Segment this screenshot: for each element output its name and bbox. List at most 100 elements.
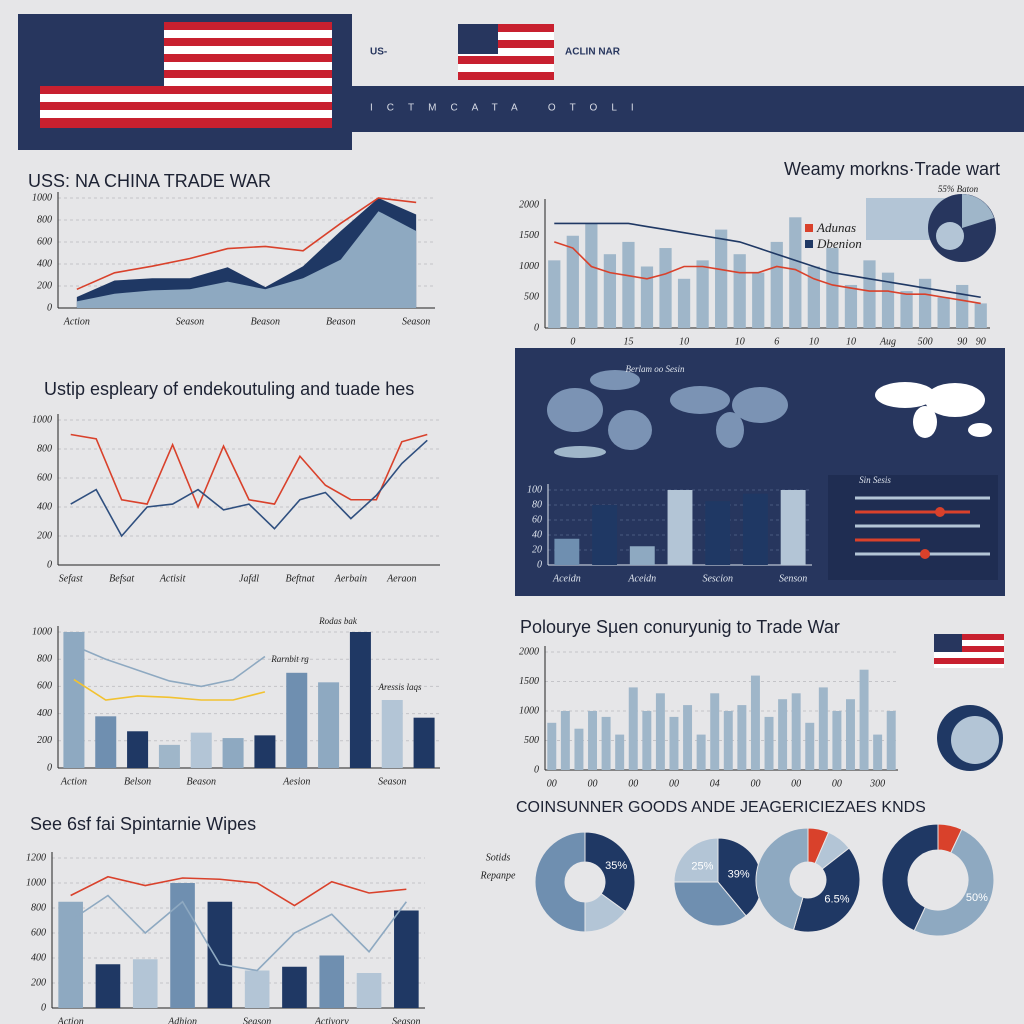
bar [640, 266, 654, 328]
y-tick-label: 400 [31, 952, 46, 963]
x-tick-label: Actisit [159, 573, 186, 584]
x-tick-label: Aug [879, 336, 896, 347]
pie-slice [881, 823, 939, 932]
bar [859, 669, 869, 770]
x-tick-label: Season [402, 316, 430, 327]
annotation: Sotids [486, 852, 511, 863]
bar [742, 493, 768, 565]
line [73, 678, 266, 701]
bar [863, 260, 876, 328]
x-tick-label: Aceidn [552, 573, 581, 584]
x-tick-label: 00 [750, 778, 760, 789]
area [76, 211, 417, 308]
x-tick-label: 10 [735, 336, 745, 347]
legend-swatch [805, 240, 813, 248]
bar [554, 538, 580, 565]
line [554, 222, 981, 299]
x-tick-label: Action [60, 776, 87, 787]
bar [603, 254, 617, 328]
bar [566, 235, 579, 328]
y-tick-label: 1000 [32, 626, 52, 637]
y-tick-label: 2000 [519, 199, 539, 210]
y-tick-label: 600 [37, 681, 52, 692]
y-tick-label: 0 [537, 559, 542, 570]
bar [349, 632, 371, 768]
x-tick-label: Beftnat [285, 573, 314, 584]
bar [791, 693, 801, 770]
bar [900, 291, 913, 328]
annotation: 55% Baton [938, 184, 979, 194]
annotation: Rodas bak [318, 616, 358, 626]
x-tick-label: Season [176, 316, 204, 327]
pie-slice [913, 828, 995, 937]
world-map-light [875, 382, 992, 438]
bar [826, 248, 839, 328]
bar [548, 260, 561, 328]
bar [667, 490, 693, 565]
y-tick-label: 1500 [519, 230, 539, 241]
legend-label: Dbenion [816, 236, 862, 251]
bar [642, 711, 652, 770]
bar [669, 716, 679, 770]
bar [615, 734, 625, 770]
x-tick-label: Season [243, 1016, 271, 1024]
slider-rows [828, 475, 998, 580]
annotation: Sin Sesis [859, 475, 891, 485]
y-tick-label: 60 [532, 514, 542, 525]
y-tick-label: 800 [37, 443, 52, 454]
bar [750, 675, 760, 770]
y-tick-label: 0 [47, 302, 52, 313]
line [70, 875, 407, 907]
y-tick-label: 1000 [519, 705, 539, 716]
y-tick-label: 800 [37, 214, 52, 225]
bar [190, 732, 212, 768]
x-tick-label: Befsat [109, 573, 134, 584]
x-tick-label: 15 [623, 336, 633, 347]
bar [752, 272, 765, 328]
x-tick-label: 90 [976, 336, 986, 347]
x-tick-label: Action [57, 1016, 84, 1024]
y-tick-label: 500 [524, 292, 539, 303]
annotation: Aressis laqs [378, 682, 422, 692]
bar [770, 241, 783, 328]
header-title: ACLIN NAR [565, 47, 621, 58]
x-tick-label: Sefast [59, 573, 83, 584]
y-tick-label: 600 [37, 472, 52, 483]
y-tick-label: 0 [41, 1002, 46, 1013]
y-tick-label: 1000 [32, 192, 52, 203]
y-tick-label: 80 [532, 499, 542, 510]
x-tick-label: 04 [710, 778, 720, 789]
chart-title: USS: NA CHINA TRADE WAR [28, 171, 271, 191]
bar [95, 964, 121, 1008]
y-tick-label: 100 [527, 484, 542, 495]
bar [737, 705, 747, 770]
y-tick-label: 1000 [519, 261, 539, 272]
header-subtitle: ICTMCATA OTOLI [370, 103, 648, 114]
y-tick-label: 0 [47, 762, 52, 773]
y-tick-label: 400 [37, 258, 52, 269]
header-title: US- [370, 47, 387, 58]
bar [381, 700, 403, 768]
y-tick-label: 800 [37, 653, 52, 664]
bar [974, 303, 987, 328]
y-tick-label: 200 [37, 280, 52, 291]
bar [592, 505, 618, 565]
y-tick-label: 500 [524, 735, 539, 746]
pie-slice [673, 837, 719, 883]
x-tick-label: Belson [124, 776, 151, 787]
pie-slice [792, 847, 861, 933]
bar [319, 955, 345, 1008]
decorative-pie [866, 194, 996, 262]
bar [956, 284, 969, 328]
small-flag [458, 24, 554, 80]
annotation: Berlam oo Sesin [626, 364, 685, 374]
x-tick-label: 00 [669, 778, 679, 789]
y-tick-label: 1200 [26, 852, 46, 863]
bar [807, 266, 820, 328]
bar [588, 711, 597, 770]
bar [622, 241, 635, 328]
pie-slice [584, 831, 636, 913]
x-tick-label: 10 [846, 336, 856, 347]
y-tick-label: 600 [37, 236, 52, 247]
bar [628, 687, 638, 770]
